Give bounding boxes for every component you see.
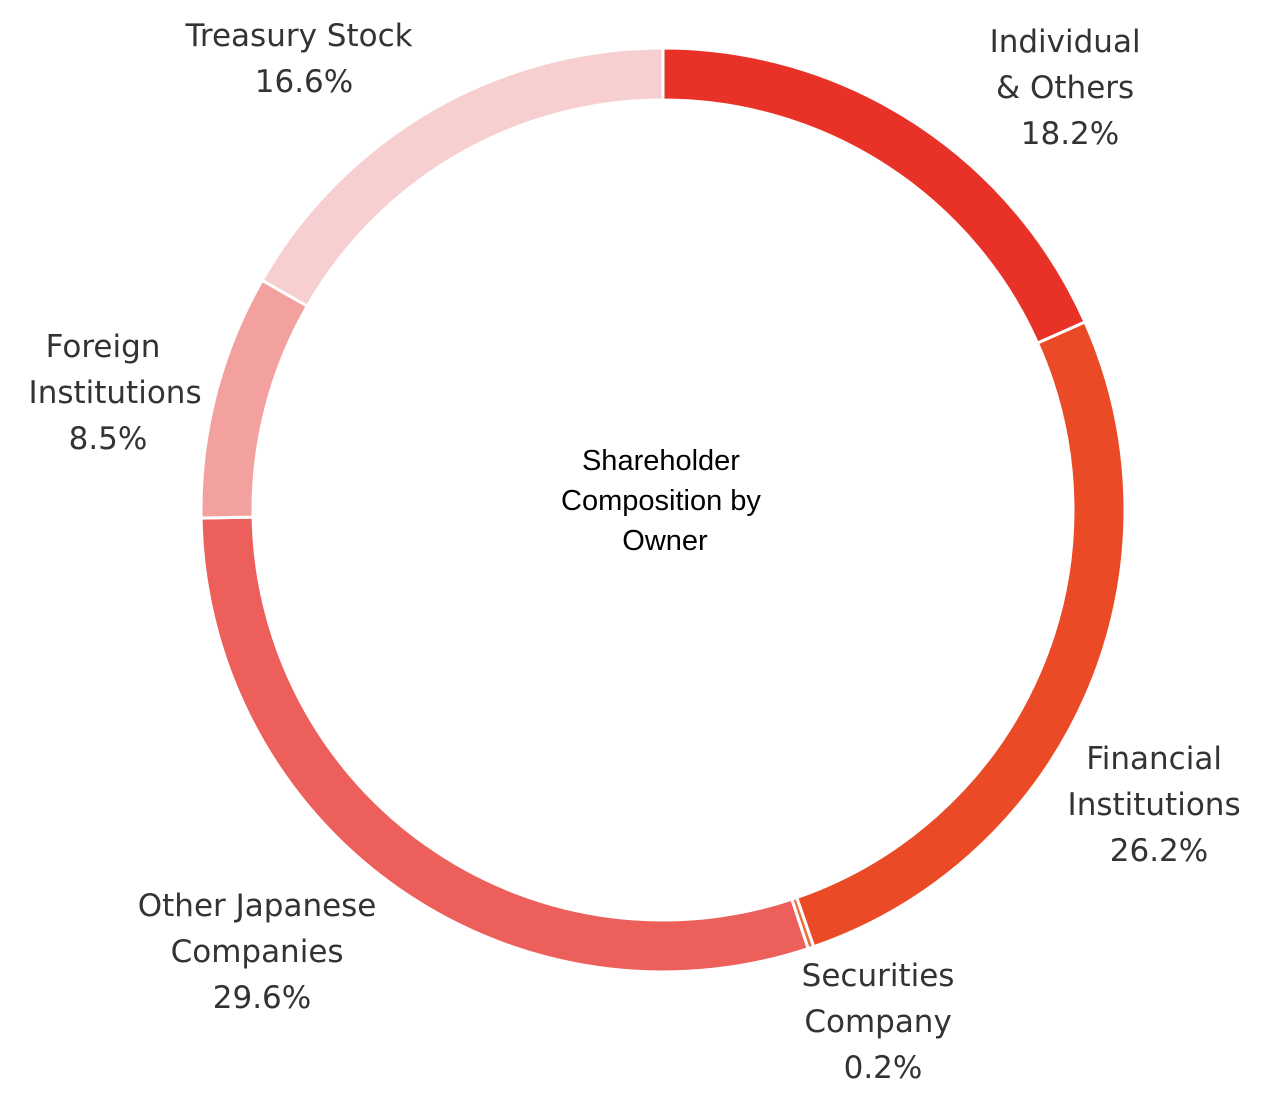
chart-title: Shareholder Composition by Owner [561, 445, 769, 557]
slice-label-individual: Individual & Others 18.2% [990, 24, 1151, 152]
slice-label-line: & Others [996, 70, 1134, 106]
slice-label-line: Institutions [1068, 787, 1241, 823]
slice-value-label: 29.6% [213, 980, 311, 1016]
slice-label-line: Treasury Stock [185, 18, 413, 54]
slice-value-label: 0.2% [844, 1050, 923, 1086]
slice-label-securities: Securities Company 0.2% [802, 958, 965, 1086]
slice-label-line: Securities [802, 958, 955, 994]
slice-value-label: 8.5% [69, 421, 148, 457]
slice-label-line: Other Japanese [138, 888, 377, 924]
slice-label-foreign: Foreign Institutions 8.5% [29, 329, 212, 457]
donut-slice-financial [794, 319, 1127, 949]
slice-label-line: Companies [171, 934, 344, 970]
slice-label-line: Company [804, 1004, 951, 1040]
slice-label-line: Foreign [46, 329, 161, 365]
donut-slice-treasury [260, 46, 665, 309]
chart-title-line: Owner [622, 525, 708, 557]
slice-value-label: 26.2% [1110, 833, 1208, 869]
chart-title-line: Shareholder [582, 445, 740, 477]
donut-slices [199, 46, 1127, 974]
slice-value-label: 18.2% [1021, 116, 1119, 152]
chart-title-line: Composition by [561, 485, 761, 517]
donut-slice-foreign [199, 278, 310, 520]
slice-label-line: Institutions [29, 375, 202, 411]
slice-label-line: Individual [990, 24, 1141, 60]
slice-label-financial: Financial Institutions 26.2% [1068, 741, 1251, 869]
slice-value-label: 16.6% [255, 64, 353, 100]
slice-label-line: Financial [1086, 741, 1222, 777]
slice-label-treasury: Treasury Stock 16.6% [185, 18, 423, 100]
slice-label-other-japanese: Other Japanese Companies 29.6% [138, 888, 387, 1016]
